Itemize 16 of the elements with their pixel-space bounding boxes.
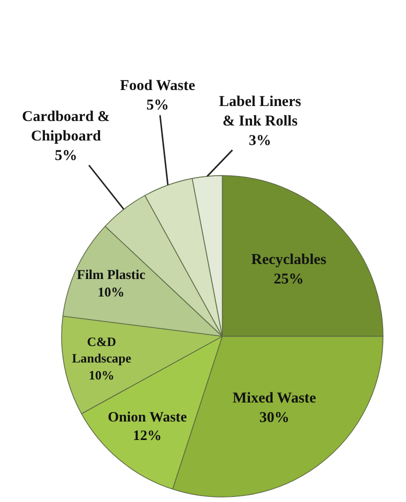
data-label: 25% — [274, 271, 304, 288]
data-label: 5% — [146, 98, 169, 114]
slice-label: Recyclables — [251, 252, 326, 268]
slice-label: Label Liners & Ink Rolls — [219, 94, 302, 130]
slice-label: Film Plastic — [76, 266, 146, 282]
slice-label: Onion Waste — [108, 409, 187, 426]
slice-label: Food Waste — [120, 78, 196, 94]
data-label: 5% — [54, 148, 78, 164]
slice-label: Mixed Waste — [232, 390, 316, 406]
data-label: 10% — [98, 284, 125, 300]
slice-label: C&D Landscape — [72, 335, 132, 366]
data-label: 10% — [88, 368, 114, 382]
data-label: 12% — [132, 428, 162, 444]
data-label: 3% — [248, 133, 272, 149]
slice-label: Cardboard & Chipboard — [22, 109, 110, 144]
data-label: 30% — [259, 410, 290, 426]
